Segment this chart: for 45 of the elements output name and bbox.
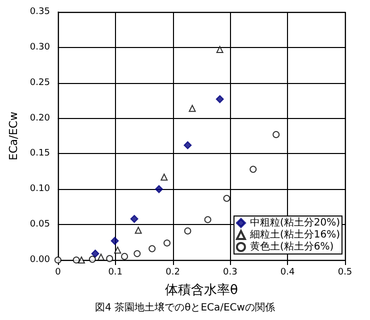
point — [160, 174, 168, 181]
point — [204, 216, 212, 224]
point — [106, 255, 114, 262]
y-tick-label: 0.30 — [30, 42, 50, 52]
point — [98, 254, 104, 261]
x-tick-label: 0.1 — [108, 268, 123, 278]
point — [184, 141, 192, 150]
point — [134, 250, 141, 258]
point — [223, 194, 230, 202]
y-axis-title: ECa/ECw — [7, 112, 20, 160]
point — [78, 256, 85, 264]
x-tick-label: 0.5 — [338, 268, 352, 278]
point — [130, 214, 138, 223]
point — [72, 256, 80, 264]
y-tick-label: 0.25 — [30, 78, 50, 88]
y-tick-label: 0.10 — [30, 184, 50, 194]
point — [250, 166, 257, 173]
point — [91, 250, 100, 258]
x-axis-title: 体積含水率θ — [164, 282, 238, 298]
legend-label: 細粒土(粘土分16%) — [248, 228, 340, 240]
y-tick-label: 0.05 — [30, 220, 50, 230]
y-tick-label: 0.35 — [30, 7, 50, 17]
point — [148, 245, 156, 252]
point — [121, 252, 128, 260]
point — [110, 236, 119, 245]
y-tick-label: 0.15 — [30, 148, 50, 159]
point — [88, 256, 96, 263]
y-tick-label: 0.00 — [30, 255, 50, 265]
text: 図4 茶園地土壌でのθとECa/ECwの関係 — [95, 302, 275, 314]
legend-label: 中粗粒(粘土分20%) — [250, 216, 340, 228]
x-tick-label: 0 — [55, 268, 62, 278]
y-tick-label: 0.20 — [30, 113, 50, 124]
point — [272, 131, 280, 138]
x-tick-label: 0.2 — [166, 268, 180, 278]
point — [154, 185, 163, 194]
legend-label: 黄色土(粘土分6%) — [250, 240, 334, 252]
point — [188, 104, 196, 112]
point — [184, 227, 192, 234]
x-tick-label: 0.4 — [280, 268, 296, 278]
point — [164, 239, 171, 246]
x-tick-label: 0.3 — [223, 268, 238, 278]
point — [216, 46, 224, 54]
point — [114, 246, 122, 254]
point — [134, 226, 142, 234]
point — [216, 95, 224, 104]
